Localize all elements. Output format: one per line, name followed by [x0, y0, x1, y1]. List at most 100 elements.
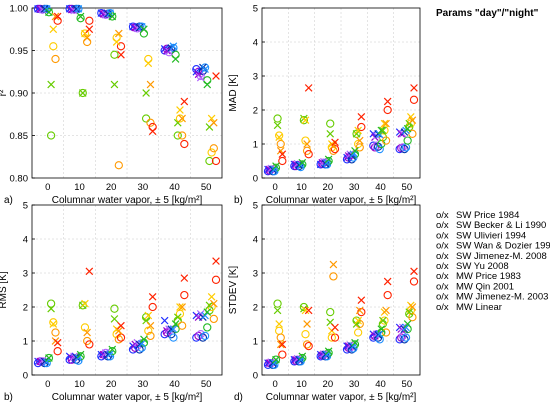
marker-night	[81, 299, 89, 308]
marker-day	[383, 290, 392, 300]
marker-night	[273, 121, 282, 130]
marker-night	[357, 296, 366, 305]
marker-day	[53, 347, 62, 356]
y-tick-label: 3	[23, 269, 28, 280]
x-tick-label: 20	[323, 379, 334, 390]
legend-marker: o/x	[436, 241, 449, 252]
marker-night	[383, 277, 392, 286]
marker-night	[114, 326, 123, 335]
marker-night	[203, 80, 212, 89]
marker-night	[108, 345, 117, 354]
marker-night	[49, 25, 58, 34]
x-tick-label: 10	[296, 379, 307, 390]
marker-night	[51, 12, 60, 21]
marker-night	[173, 313, 182, 322]
panel-a: 0.80 0.85 0.90 0.95 1.00 0 10 20 30 40 50	[10, 4, 223, 193]
marker-day	[353, 328, 363, 337]
marker-night	[278, 340, 287, 349]
marker-night	[140, 335, 148, 344]
marker-night	[101, 10, 110, 19]
marker-night	[97, 9, 106, 17]
marker-night	[49, 320, 58, 328]
marker-night	[163, 46, 171, 55]
y-tick-label: 0	[253, 174, 258, 185]
marker-night	[176, 303, 184, 311]
marker-day	[401, 333, 411, 342]
marker-night	[144, 59, 153, 68]
y-tick-label: 1	[253, 337, 258, 348]
marker-night	[355, 136, 364, 145]
y-axis-label: RMS [K]	[0, 271, 9, 308]
marker-day	[302, 340, 312, 349]
panel-letter: b)	[4, 392, 13, 402]
plot-frame	[261, 7, 421, 179]
marker-night	[76, 12, 85, 21]
marker-night	[331, 138, 339, 147]
legend-title: Params "day"/"night"	[436, 8, 539, 19]
y-tick-label: 0	[253, 371, 258, 382]
marker-night	[382, 306, 390, 315]
x-tick-label: 30	[138, 182, 149, 193]
marker-day	[403, 136, 412, 145]
marker-night	[351, 146, 359, 155]
marker-night	[272, 355, 280, 364]
marker-day	[207, 148, 216, 157]
marker-day	[400, 335, 409, 344]
marker-night	[273, 306, 282, 315]
marker-day	[301, 330, 310, 339]
marker-day	[409, 95, 419, 104]
marker-day	[146, 118, 155, 127]
x-tick-label: 0	[273, 182, 278, 193]
marker-night	[209, 118, 218, 127]
x-tick-label: 20	[106, 182, 117, 193]
marker-day	[369, 141, 378, 150]
marker-day	[110, 50, 119, 59]
marker-night	[146, 321, 155, 330]
marker-day	[103, 352, 113, 361]
marker-day	[198, 333, 208, 342]
marker-day	[76, 14, 85, 23]
marker-day	[304, 150, 313, 159]
y-tick-label: 2	[253, 303, 258, 314]
marker-night	[169, 42, 178, 51]
marker-day	[173, 131, 182, 140]
marker-night	[196, 73, 205, 82]
marker-night	[133, 24, 142, 33]
marker-day	[400, 144, 409, 154]
marker-night	[112, 38, 121, 46]
marker-night	[205, 301, 214, 310]
marker-night	[379, 316, 387, 325]
marker-night	[194, 70, 203, 79]
marker-day	[398, 143, 408, 152]
marker-day	[169, 333, 178, 342]
y-axis-label: STDEV [K]	[228, 266, 239, 315]
x-tick-label: 10	[296, 182, 307, 193]
x-tick-label: 50	[402, 182, 413, 193]
marker-night	[180, 97, 189, 106]
marker-night	[76, 350, 85, 359]
y-tick-label: 0.90	[10, 89, 29, 100]
marker-night	[357, 112, 366, 121]
x-tick-label: 0	[45, 379, 50, 390]
marker-night	[382, 119, 390, 128]
marker-night	[110, 80, 119, 89]
marker-night	[176, 106, 184, 114]
x-tick-label: 0	[273, 379, 278, 390]
marker-day	[329, 272, 338, 281]
panel-letter: a)	[4, 195, 13, 206]
legend-marker: o/x	[436, 251, 449, 262]
marker-day	[141, 114, 151, 123]
y-tick-label: 5	[253, 201, 258, 212]
marker-night	[408, 116, 417, 125]
x-tick-label: 50	[402, 379, 413, 390]
marker-night	[47, 80, 55, 89]
marker-night	[403, 124, 412, 133]
marker-day	[85, 16, 94, 25]
y-tick-label: 5	[23, 201, 28, 212]
marker-day	[327, 333, 336, 342]
x-tick-label: 40	[375, 379, 386, 390]
marker-night	[329, 260, 338, 269]
marker-day	[375, 144, 384, 154]
marker-night	[331, 323, 339, 332]
